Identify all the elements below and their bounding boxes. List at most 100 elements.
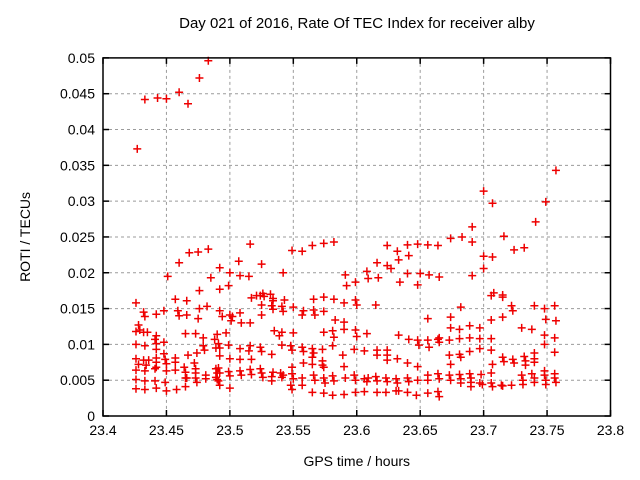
scatter-point bbox=[403, 359, 412, 368]
scatter-point bbox=[456, 303, 465, 312]
scatter-point bbox=[507, 301, 516, 310]
scatter-point bbox=[225, 384, 234, 393]
scatter-point bbox=[162, 359, 171, 368]
scatter-point bbox=[423, 240, 432, 249]
scatter-point bbox=[309, 348, 318, 357]
scatter-point bbox=[341, 270, 350, 279]
scatter-point bbox=[195, 286, 204, 295]
scatter-point bbox=[286, 341, 295, 350]
scatter-point bbox=[267, 376, 276, 385]
scatter-point bbox=[362, 267, 371, 276]
scatter-point bbox=[192, 378, 201, 387]
scatter-point bbox=[541, 315, 550, 324]
scatter-point bbox=[340, 325, 349, 334]
scatter-point bbox=[215, 306, 224, 315]
scatter-point bbox=[319, 293, 328, 302]
scatter-point bbox=[191, 374, 200, 383]
scatter-point bbox=[488, 360, 497, 369]
y-tick-label: 0.01 bbox=[68, 336, 95, 352]
scatter-point bbox=[206, 273, 215, 282]
scatter-point bbox=[423, 336, 432, 345]
scatter-point bbox=[152, 331, 161, 340]
scatter-point bbox=[360, 387, 369, 396]
scatter-point bbox=[477, 370, 486, 379]
scatter-point bbox=[194, 314, 203, 323]
scatter-point bbox=[416, 269, 425, 278]
scatter-point bbox=[309, 295, 318, 304]
scatter-point bbox=[286, 381, 295, 390]
scatter-point bbox=[351, 326, 360, 335]
scatter-point bbox=[288, 246, 297, 255]
scatter-point bbox=[257, 300, 266, 309]
scatter-point bbox=[319, 374, 328, 383]
x-tick-label: 23.75 bbox=[530, 422, 565, 438]
y-tick-label: 0.04 bbox=[68, 122, 95, 138]
scatter-point bbox=[394, 331, 403, 340]
scatter-point bbox=[412, 391, 421, 400]
scatter-point bbox=[224, 367, 233, 376]
scatter-point bbox=[277, 341, 286, 350]
scatter-point bbox=[541, 380, 550, 389]
scatter-point bbox=[236, 355, 245, 364]
scatter-point bbox=[373, 258, 382, 267]
scatter-point bbox=[319, 239, 328, 248]
scatter-point bbox=[131, 327, 140, 336]
scatter-point bbox=[180, 363, 189, 372]
scatter-point bbox=[257, 369, 266, 378]
scatter-point bbox=[374, 273, 383, 282]
scatter-point bbox=[517, 323, 526, 332]
scatter-point bbox=[228, 312, 237, 321]
scatter-point bbox=[488, 382, 497, 391]
scatter-point bbox=[403, 388, 412, 397]
scatter-point bbox=[299, 306, 308, 315]
scatter-point bbox=[510, 245, 519, 254]
scatter-point bbox=[171, 295, 180, 304]
scatter-point bbox=[488, 199, 497, 208]
scatter-point bbox=[210, 335, 219, 344]
y-tick-label: 0.045 bbox=[60, 86, 95, 102]
scatter-point bbox=[465, 369, 474, 378]
scatter-point bbox=[435, 338, 444, 347]
scatter-point bbox=[257, 311, 266, 320]
scatter-point bbox=[236, 271, 245, 280]
scatter-point bbox=[288, 369, 297, 378]
scatter-point bbox=[298, 311, 307, 320]
x-tick-label: 23.65 bbox=[403, 422, 438, 438]
scatter-point bbox=[475, 344, 484, 353]
scatter-point bbox=[446, 323, 455, 332]
scatter-point bbox=[331, 316, 340, 325]
scatter-point bbox=[362, 377, 371, 386]
scatter-point bbox=[351, 278, 360, 287]
scatter-point bbox=[446, 376, 455, 385]
scatter-point bbox=[236, 308, 245, 317]
scatter-point bbox=[308, 241, 317, 250]
scatter-point bbox=[236, 344, 245, 353]
scatter-point bbox=[364, 374, 373, 383]
scatter-point bbox=[329, 333, 338, 342]
scatter-point bbox=[181, 329, 190, 338]
x-tick-label: 23.5 bbox=[216, 422, 243, 438]
scatter-point bbox=[224, 341, 233, 350]
scatter-point bbox=[520, 243, 529, 252]
scatter-point bbox=[131, 366, 140, 375]
scatter-point bbox=[413, 376, 422, 385]
scatter-point bbox=[140, 366, 149, 375]
scatter-point bbox=[479, 187, 488, 196]
scatter-point bbox=[142, 361, 151, 370]
scatter-point bbox=[475, 334, 484, 343]
scatter-point bbox=[350, 345, 359, 354]
scatter-point bbox=[247, 355, 256, 364]
scatter-point bbox=[404, 377, 413, 386]
y-tick-label: 0.025 bbox=[60, 229, 95, 245]
scatter-point bbox=[465, 347, 474, 356]
scatter-point bbox=[540, 371, 549, 380]
scatter-point bbox=[445, 351, 454, 360]
y-tick-label: 0.005 bbox=[60, 372, 95, 388]
scatter-point bbox=[487, 346, 496, 355]
scatter-point bbox=[131, 375, 140, 384]
scatter-point bbox=[289, 328, 298, 337]
x-axis-label: GPS time / hours bbox=[303, 453, 410, 469]
scatter-point bbox=[131, 298, 140, 307]
scatter-point bbox=[423, 389, 432, 398]
scatter-point bbox=[214, 376, 223, 385]
